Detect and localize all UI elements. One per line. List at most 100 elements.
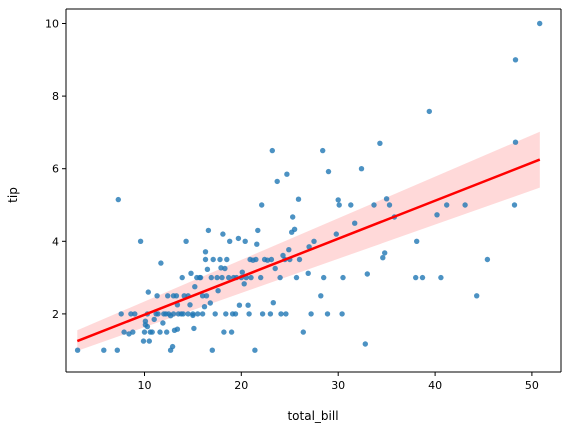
data-point — [130, 329, 136, 335]
regression-line — [76, 158, 541, 343]
data-point — [348, 202, 354, 208]
data-point — [202, 256, 209, 263]
data-point — [413, 274, 419, 281]
data-point — [142, 318, 149, 324]
data-point — [242, 238, 248, 244]
data-point — [293, 274, 300, 281]
y-tick-label: 4 — [52, 235, 59, 248]
data-point — [537, 20, 543, 27]
data-point — [291, 226, 298, 232]
data-point — [252, 347, 258, 353]
regression-line-layer — [76, 158, 541, 343]
data-point — [414, 238, 420, 244]
data-point — [426, 108, 432, 115]
data-point — [358, 166, 365, 172]
x-tick-label: 40 — [428, 379, 442, 392]
data-point — [325, 168, 332, 175]
x-axis-label: total_bill — [287, 409, 338, 423]
data-point — [217, 256, 223, 263]
data-point — [154, 293, 160, 299]
data-point — [444, 202, 450, 208]
y-tick-label: 6 — [52, 163, 59, 176]
data-point — [183, 238, 189, 244]
data-point — [434, 212, 440, 218]
data-point — [254, 241, 260, 247]
y-tick-label: 10 — [45, 18, 59, 31]
data-point — [221, 329, 227, 335]
data-point — [188, 270, 194, 276]
data-point — [201, 304, 208, 310]
data-point — [253, 256, 259, 263]
data-point — [512, 57, 519, 63]
data-point — [199, 293, 206, 299]
data-point — [190, 311, 196, 317]
data-point — [223, 311, 229, 317]
data-point — [202, 249, 209, 255]
data-point — [180, 311, 186, 317]
data-point — [226, 274, 232, 281]
data-point — [383, 196, 390, 202]
data-point — [197, 274, 204, 281]
data-point — [140, 338, 147, 344]
data-point — [259, 202, 265, 208]
data-point — [144, 323, 151, 330]
data-point — [204, 266, 211, 272]
data-point — [274, 178, 280, 185]
data-point — [219, 274, 225, 281]
data-point — [239, 269, 245, 275]
data-point — [320, 147, 326, 154]
data-point — [283, 311, 289, 317]
data-point — [277, 274, 283, 281]
data-point — [438, 274, 444, 281]
ticks-layer: 10 20 30 40 50 2 4 6 8 10 — [45, 18, 539, 393]
data-point — [311, 238, 317, 244]
data-point — [115, 196, 122, 203]
data-point — [241, 281, 247, 287]
data-point — [203, 293, 210, 299]
data-point — [511, 202, 518, 208]
data-point — [215, 288, 221, 294]
data-point — [286, 247, 292, 253]
data-point — [220, 231, 226, 237]
data-point — [290, 214, 296, 220]
data-point — [336, 202, 342, 208]
data-point — [300, 329, 306, 335]
data-point — [318, 293, 324, 299]
data-point — [284, 171, 290, 177]
data-point — [259, 311, 266, 317]
x-tick-label: 50 — [525, 379, 539, 392]
data-point — [296, 256, 303, 263]
data-point — [173, 293, 180, 299]
data-point — [324, 311, 331, 317]
data-point — [512, 139, 519, 145]
data-point — [74, 347, 81, 353]
data-point — [146, 338, 152, 344]
data-point — [164, 329, 170, 335]
data-point — [118, 311, 124, 317]
data-point — [137, 238, 144, 244]
data-point — [149, 329, 155, 335]
data-point — [160, 320, 166, 326]
data-point — [199, 311, 206, 317]
data-point — [141, 329, 148, 335]
data-point — [151, 316, 157, 323]
data-point — [270, 300, 276, 306]
data-point — [306, 244, 312, 250]
y-tick-label: 8 — [52, 90, 59, 103]
data-point — [305, 270, 311, 276]
data-point — [158, 260, 164, 266]
data-point — [335, 197, 341, 203]
data-point — [192, 284, 198, 290]
data-point — [268, 256, 275, 263]
data-point — [165, 293, 171, 299]
data-point — [377, 140, 383, 146]
data-point — [132, 311, 138, 317]
data-point — [169, 343, 176, 350]
data-point — [179, 274, 185, 281]
data-point — [272, 265, 278, 272]
data-point — [333, 231, 339, 237]
data-point — [419, 274, 426, 281]
data-point — [380, 255, 386, 261]
data-point — [205, 227, 212, 234]
